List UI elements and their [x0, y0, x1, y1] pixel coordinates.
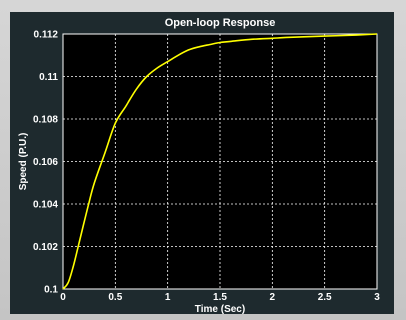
grid-lines: [63, 34, 377, 289]
y-tick-label: 0.1: [44, 285, 58, 296]
y-tick-label: 0.11: [39, 72, 58, 83]
x-tick-label: 0.5: [108, 292, 122, 303]
x-tick-label: 1.5: [213, 292, 227, 303]
y-tick-label: 0.102: [33, 242, 58, 253]
y-tick-label: 0.106: [33, 157, 58, 168]
x-tick-label: 2: [270, 292, 276, 303]
chart-title: Open-loop Response: [165, 17, 276, 29]
y-tick-label: 0.104: [33, 200, 58, 211]
x-tick-label: 2.5: [318, 292, 332, 303]
x-axis-ticks: 0 0.5 1 1.5 2 2.5 3: [60, 292, 380, 303]
y-axis-ticks: 0.1 0.102 0.104 0.106 0.108 0.11 0.112: [33, 30, 58, 296]
series-line: [62, 33, 378, 290]
x-tick-label: 1: [165, 292, 171, 303]
x-tick-label: 3: [374, 292, 380, 303]
y-tick-label: 0.108: [33, 115, 58, 126]
x-tick-label: 0: [60, 292, 66, 303]
x-axis-label: Time (Sec): [195, 304, 245, 315]
y-tick-label: 0.112: [34, 30, 59, 41]
y-axis-label: Speed (P.U.): [18, 133, 29, 191]
